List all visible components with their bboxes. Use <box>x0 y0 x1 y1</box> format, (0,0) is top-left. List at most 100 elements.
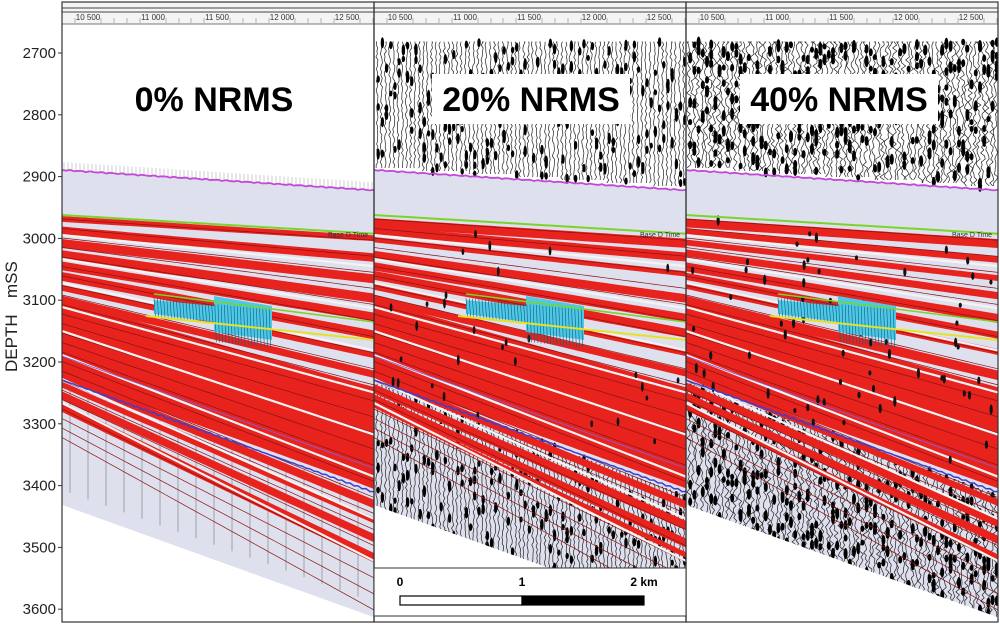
noise-peak <box>510 150 515 158</box>
y-axis-title-depth: DEPTH <box>2 314 21 372</box>
noise-peak <box>405 497 410 508</box>
noise-peak <box>485 138 490 148</box>
noise-peak <box>902 151 907 162</box>
noise-peak <box>510 56 515 66</box>
noise-peak <box>426 511 431 520</box>
noise-peak <box>969 153 974 161</box>
noise-trace <box>988 41 995 187</box>
noise-peak <box>978 43 982 53</box>
reflector <box>62 408 374 563</box>
y-axis: DEPTH mSS 2700 2800 2900 3000 3100 3200 3300 34… <box>2 45 62 618</box>
noise-peak <box>410 108 414 118</box>
interbed <box>62 353 374 478</box>
reflector <box>686 427 998 595</box>
noise-peak <box>569 555 574 565</box>
noise-peak <box>898 529 903 540</box>
interbed <box>374 377 686 520</box>
y-tick-label: 3400 <box>23 478 56 495</box>
noise-trace <box>698 41 705 169</box>
noise-trace <box>644 41 648 184</box>
noise-peak <box>898 49 903 57</box>
reflector <box>686 304 998 386</box>
noise-peak <box>726 138 730 150</box>
reflector <box>62 418 374 579</box>
noise-peak <box>380 149 385 158</box>
noise-peak <box>700 81 705 89</box>
noise-peak <box>742 473 747 486</box>
noise-peak <box>426 457 431 467</box>
noise-peak <box>806 403 810 412</box>
noise-peak <box>873 522 877 533</box>
reflector <box>62 427 374 595</box>
noise-peak <box>464 160 469 169</box>
noise-peak <box>795 241 799 247</box>
noise-peak <box>657 104 662 113</box>
noise-peak <box>705 55 709 68</box>
noise-peak <box>747 491 751 500</box>
noise-peak <box>755 469 760 480</box>
noise-peak <box>835 126 840 139</box>
noise-peak <box>384 438 389 448</box>
noise-peak <box>730 493 735 503</box>
noise-peak <box>594 142 599 150</box>
reflector <box>62 256 374 305</box>
noise-peak <box>948 486 953 498</box>
noise-peak <box>410 498 414 505</box>
noise-peak <box>763 510 768 522</box>
noise-peak <box>889 58 894 66</box>
noise-peak <box>877 161 882 173</box>
interbed <box>686 305 998 394</box>
noise-peak <box>864 136 869 147</box>
noise-peak <box>783 329 787 340</box>
interbed <box>686 377 998 520</box>
noise-peak <box>561 63 565 75</box>
noise-peak <box>940 94 945 103</box>
noise-peak <box>700 436 705 448</box>
noise-peak <box>940 110 945 122</box>
noise-peak <box>982 54 987 62</box>
x-tick-label: 11 000 <box>765 13 789 22</box>
no-data-area <box>62 505 374 622</box>
noise-peak <box>982 135 987 145</box>
noise-peak <box>616 417 620 426</box>
green-horizon-mid <box>777 293 998 323</box>
noise-peak <box>982 556 987 565</box>
noise-peak <box>460 479 464 487</box>
noise-peak <box>965 44 970 53</box>
noise-peak <box>763 140 768 151</box>
noise-peak <box>927 56 932 67</box>
reflector <box>374 370 686 498</box>
noise-peak <box>414 55 418 65</box>
noise-peak <box>797 512 802 521</box>
noise-peak <box>873 164 877 173</box>
noise-peak <box>982 125 987 133</box>
noise-peak <box>393 91 397 100</box>
noise-peak <box>994 71 998 81</box>
y-tick-label: 3300 <box>23 416 56 433</box>
noise-trace <box>425 41 429 172</box>
noise-peak <box>464 40 469 49</box>
noise-peak <box>784 41 789 53</box>
noise-peak <box>515 170 519 180</box>
noise-peak <box>961 514 966 521</box>
reflector <box>374 351 686 466</box>
noise-peak <box>868 48 873 57</box>
noise-peak <box>860 525 865 532</box>
reflector <box>686 389 998 530</box>
noise-peak <box>944 97 949 106</box>
noise-peak <box>443 298 446 309</box>
noise-peak <box>721 46 726 58</box>
noise-peak <box>730 63 735 72</box>
noise-peak <box>852 493 856 505</box>
reflector <box>374 218 686 241</box>
noise-peak <box>903 267 907 277</box>
reservoir-layer <box>374 372 686 509</box>
noise-peak <box>810 527 814 539</box>
noise-peak <box>817 268 821 275</box>
noise-peak <box>397 480 401 492</box>
noise-peak <box>485 155 490 165</box>
noise-trace <box>648 41 652 184</box>
noise-peak <box>751 470 756 482</box>
scale-label-1: 1 <box>519 575 526 589</box>
